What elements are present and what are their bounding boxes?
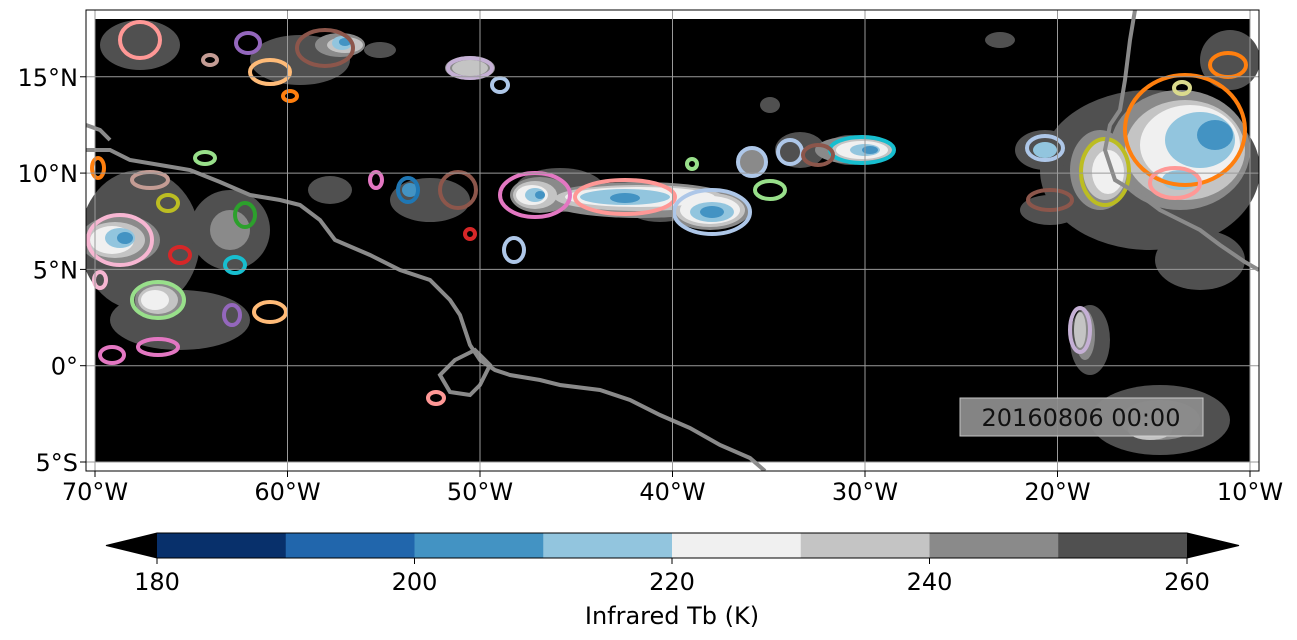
colorbar-segment	[285, 533, 415, 558]
africa-coastline	[1102, 10, 1259, 272]
y-tick-label: 10°N	[18, 160, 79, 188]
colorbar: 180 200 220 240 260 Infrared Tb (K)	[105, 532, 1240, 630]
y-tick-label: 5°S	[35, 449, 78, 477]
colorbar-segment	[414, 533, 544, 558]
south-america-coastline	[86, 148, 767, 471]
x-tick-label: 70°W	[62, 478, 128, 506]
colorbar-segment	[929, 533, 1059, 558]
colorbar-ticks: 180 200 220 240 260	[134, 558, 1210, 596]
x-tick-label: 40°W	[639, 478, 705, 506]
cloud-contours	[86, 20, 1259, 455]
colorbar-segments	[157, 533, 1188, 558]
colorbar-segment	[1058, 533, 1188, 558]
colorbar-over-arrow	[1187, 533, 1239, 558]
colorbar-tick-label: 220	[649, 568, 695, 596]
caribbean-island	[86, 123, 112, 142]
x-tick-label: 60°W	[254, 478, 320, 506]
gridlines	[86, 10, 1259, 471]
coastlines	[86, 10, 1259, 471]
colorbar-segment	[543, 533, 673, 558]
colorbar-segment	[672, 533, 802, 558]
y-tick-label: 0°	[51, 353, 78, 381]
tracked-outlines	[86, 20, 1248, 406]
colorbar-tick-label: 200	[392, 568, 438, 596]
y-tick-label: 5°N	[33, 256, 78, 284]
x-tick-label: 20°W	[1024, 478, 1090, 506]
colorbar-tick-label: 260	[1164, 568, 1210, 596]
colorbar-label: Infrared Tb (K)	[585, 602, 759, 630]
amazon-delta	[437, 347, 493, 398]
y-axis-ticks: 15°N 10°N 5°N 0° 5°S	[18, 64, 86, 477]
x-tick-label: 10°W	[1217, 478, 1283, 506]
timestamp-text: 20160806 00:00	[982, 404, 1181, 432]
colorbar-segment	[157, 533, 287, 558]
timestamp-box: 20160806 00:00	[959, 397, 1204, 437]
colorbar-tick-label: 240	[907, 568, 953, 596]
x-tick-label: 50°W	[447, 478, 513, 506]
y-tick-label: 15°N	[18, 64, 79, 92]
x-tick-label: 30°W	[832, 478, 898, 506]
colorbar-segment	[800, 533, 930, 558]
x-axis-ticks: 70°W 60°W 50°W 40°W 30°W 20°W 10°W	[62, 471, 1283, 506]
domain-edge-right	[1250, 10, 1259, 471]
colorbar-under-arrow	[106, 533, 157, 558]
colorbar-tick-label: 180	[134, 568, 180, 596]
